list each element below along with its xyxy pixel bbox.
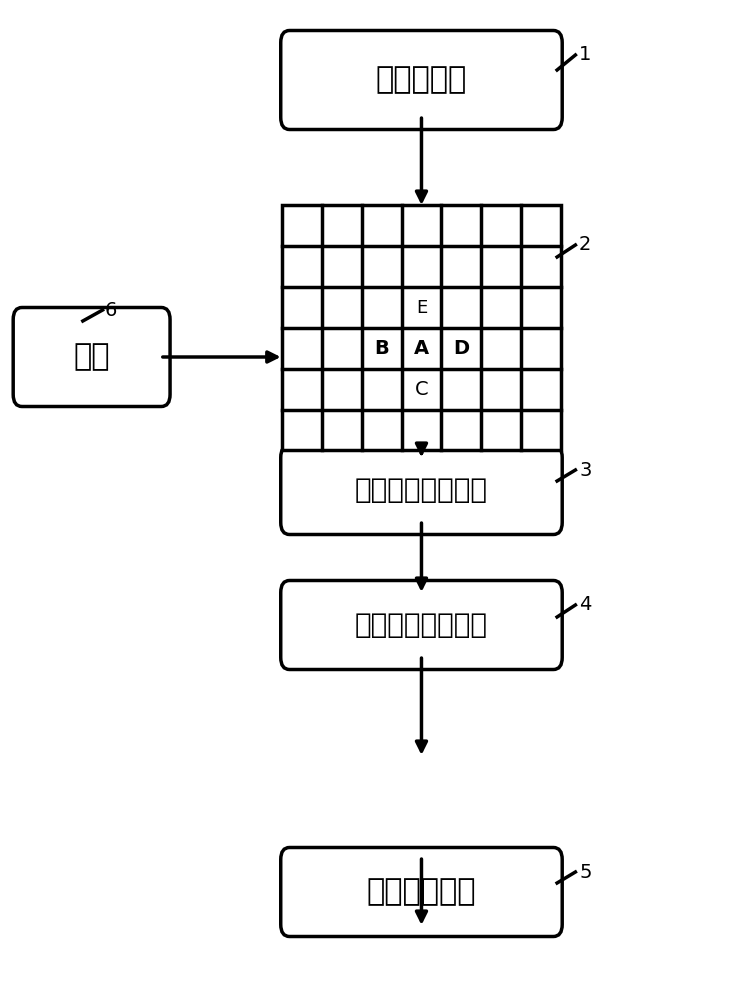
Text: 2: 2: [579, 235, 592, 254]
FancyBboxPatch shape: [281, 446, 562, 534]
Text: D: D: [453, 339, 469, 358]
Text: C: C: [415, 380, 428, 399]
Text: 1: 1: [579, 45, 592, 64]
Text: 5: 5: [579, 862, 592, 882]
Text: 光源: 光源: [73, 342, 110, 371]
Text: 偏置电压源: 偏置电压源: [376, 66, 467, 95]
Text: 时间间隔鉴别电路: 时间间隔鉴别电路: [355, 611, 488, 639]
FancyBboxPatch shape: [13, 308, 170, 406]
Bar: [282, 205, 561, 450]
Text: 信号处理系统: 信号处理系统: [366, 878, 476, 906]
Text: B: B: [375, 339, 389, 358]
Text: 主动淡灭电路芯片: 主动淡灭电路芯片: [355, 476, 488, 504]
Text: A: A: [414, 339, 429, 358]
FancyBboxPatch shape: [281, 848, 562, 936]
Text: 4: 4: [579, 595, 592, 614]
Text: 6: 6: [105, 300, 117, 320]
Text: 3: 3: [579, 460, 592, 480]
FancyBboxPatch shape: [281, 580, 562, 670]
FancyBboxPatch shape: [281, 30, 562, 129]
Text: E: E: [416, 299, 427, 317]
